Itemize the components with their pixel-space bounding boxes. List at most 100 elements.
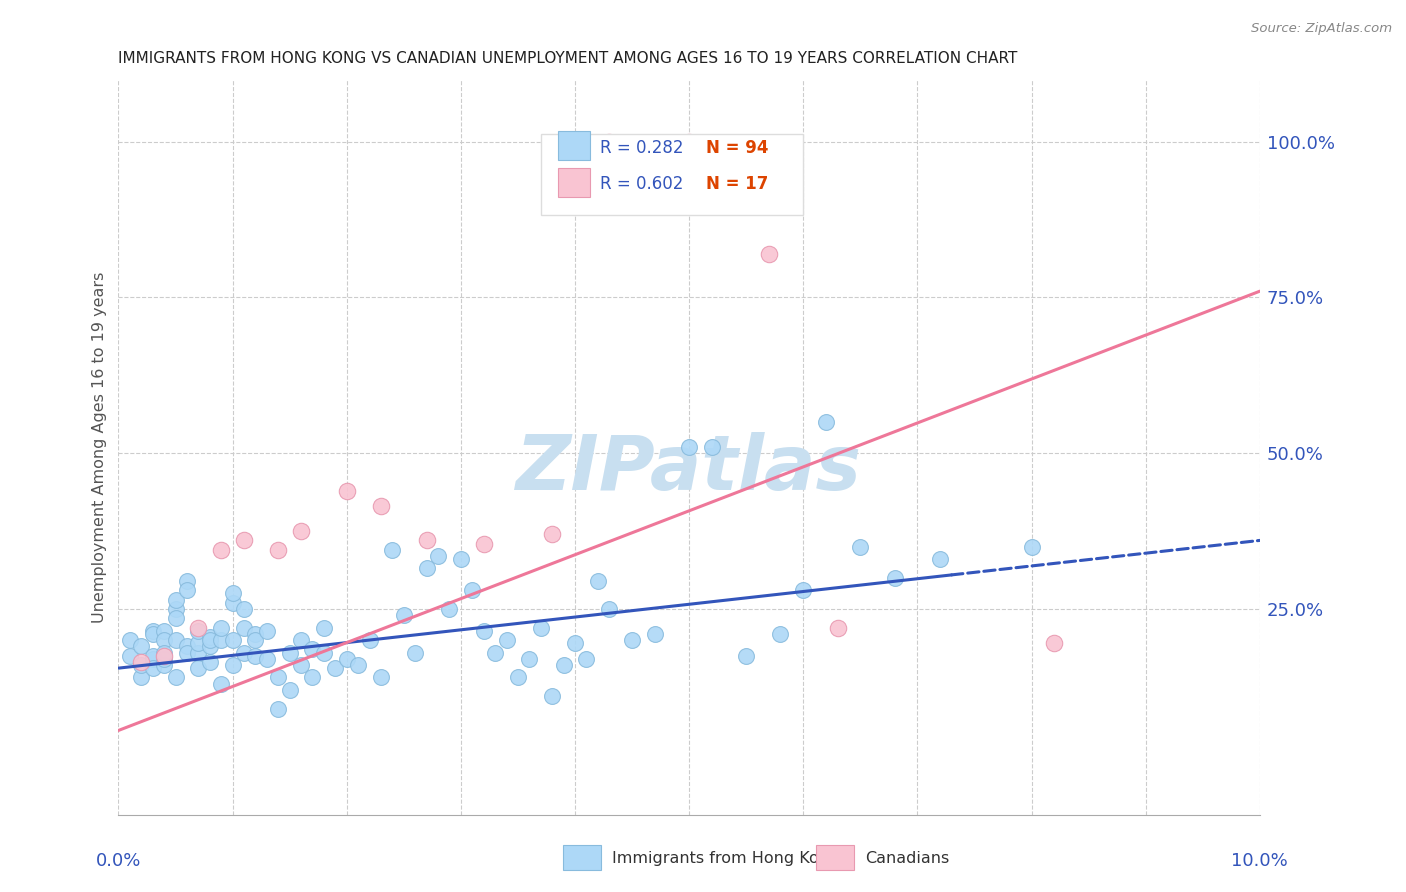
Point: [129, 640, 152, 654]
Point: [187, 646, 209, 660]
Point: [129, 658, 152, 673]
Point: [233, 602, 256, 616]
Point: [530, 621, 553, 635]
Point: [290, 524, 312, 538]
Point: [267, 701, 290, 715]
Point: [678, 135, 700, 149]
Text: N = 94: N = 94: [706, 139, 769, 157]
Point: [484, 646, 506, 660]
Point: [586, 574, 609, 588]
Point: [267, 542, 290, 557]
Point: [176, 646, 198, 660]
Point: [187, 624, 209, 638]
Text: R = 0.602: R = 0.602: [600, 176, 683, 194]
Point: [769, 627, 792, 641]
Point: [301, 642, 323, 657]
Point: [815, 415, 838, 429]
Point: [209, 542, 232, 557]
Point: [359, 633, 381, 648]
Point: [209, 621, 232, 635]
Point: [165, 602, 187, 616]
Text: ZIPatlas: ZIPatlas: [516, 432, 862, 506]
Point: [267, 671, 290, 685]
Point: [621, 633, 644, 648]
Point: [792, 583, 814, 598]
Point: [209, 676, 232, 690]
Point: [929, 552, 952, 566]
Point: [142, 627, 165, 641]
Point: [221, 596, 243, 610]
Point: [245, 648, 267, 663]
Point: [187, 621, 209, 635]
Point: [541, 527, 564, 541]
Point: [165, 611, 187, 625]
Point: [290, 658, 312, 673]
Point: [575, 652, 598, 666]
Point: [278, 646, 301, 660]
Text: 0.0%: 0.0%: [96, 852, 141, 870]
Point: [849, 540, 872, 554]
Point: [153, 646, 176, 660]
Point: [301, 671, 323, 685]
Point: [404, 646, 426, 660]
Point: [198, 655, 221, 669]
Point: [233, 646, 256, 660]
Point: [187, 661, 209, 675]
Text: 10.0%: 10.0%: [1232, 852, 1288, 870]
Point: [312, 621, 335, 635]
Point: [415, 561, 437, 575]
Point: [209, 633, 232, 648]
Point: [221, 633, 243, 648]
Point: [495, 633, 517, 648]
Point: [336, 652, 359, 666]
Point: [678, 440, 700, 454]
Point: [142, 648, 165, 663]
Point: [598, 602, 620, 616]
Point: [165, 592, 187, 607]
Text: IMMIGRANTS FROM HONG KONG VS CANADIAN UNEMPLOYMENT AMONG AGES 16 TO 19 YEARS COR: IMMIGRANTS FROM HONG KONG VS CANADIAN UN…: [118, 51, 1018, 66]
Point: [129, 655, 152, 669]
Point: [381, 542, 404, 557]
Point: [1021, 540, 1043, 554]
Point: [142, 661, 165, 675]
Point: [461, 583, 484, 598]
Text: Source: ZipAtlas.com: Source: ZipAtlas.com: [1251, 22, 1392, 36]
Point: [700, 440, 723, 454]
Point: [245, 633, 267, 648]
Text: Canadians: Canadians: [865, 851, 949, 865]
Point: [187, 636, 209, 650]
Point: [312, 646, 335, 660]
Point: [142, 652, 165, 666]
Point: [336, 483, 359, 498]
Point: [278, 682, 301, 697]
Point: [323, 661, 346, 675]
Point: [415, 533, 437, 548]
Point: [153, 633, 176, 648]
Point: [165, 633, 187, 648]
Point: [153, 624, 176, 638]
Point: [735, 648, 758, 663]
Point: [883, 571, 905, 585]
Point: [165, 671, 187, 685]
Point: [198, 630, 221, 644]
Point: [392, 608, 415, 623]
Point: [176, 574, 198, 588]
Point: [347, 658, 370, 673]
Point: [541, 689, 564, 703]
Point: [1043, 636, 1066, 650]
Point: [176, 640, 198, 654]
Point: [153, 658, 176, 673]
Point: [245, 627, 267, 641]
Y-axis label: Unemployment Among Ages 16 to 19 years: Unemployment Among Ages 16 to 19 years: [93, 271, 107, 623]
Point: [644, 627, 666, 641]
Point: [598, 135, 620, 149]
Text: R = 0.282: R = 0.282: [600, 139, 683, 157]
Point: [370, 671, 392, 685]
Point: [517, 652, 540, 666]
Point: [564, 636, 586, 650]
Point: [827, 621, 849, 635]
Point: [153, 652, 176, 666]
Point: [142, 624, 165, 638]
FancyBboxPatch shape: [558, 131, 591, 161]
Point: [439, 602, 461, 616]
